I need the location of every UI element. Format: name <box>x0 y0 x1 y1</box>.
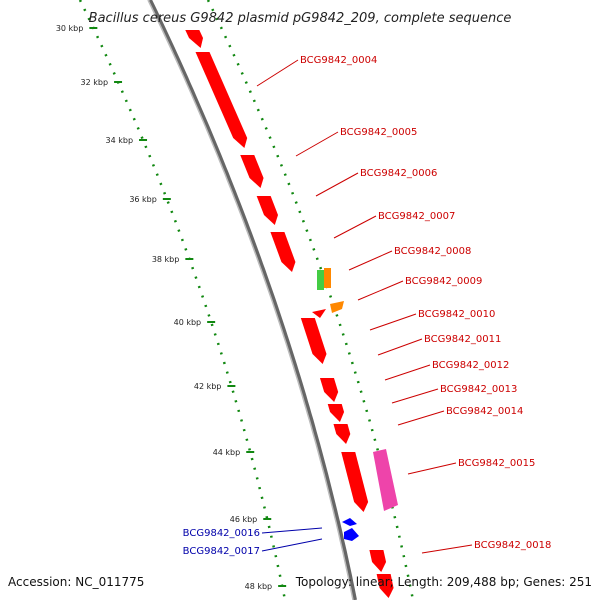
gene-label: BCG9842_0010 <box>418 309 495 320</box>
kbp-tick-label: 46 kbp <box>230 515 258 524</box>
gene-label: BCG9842_0015 <box>458 458 535 469</box>
gene-label-leader <box>256 59 299 87</box>
gene-label-leader <box>261 538 323 552</box>
green-feature <box>317 270 324 290</box>
inner-dotted-track <box>78 0 287 600</box>
accession-text: Accession: NC_011775 <box>8 575 144 589</box>
gene-label-leader <box>315 172 359 197</box>
gene-label: BCG9842_0004 <box>300 55 377 66</box>
gene-label: BCG9842_0014 <box>446 406 523 417</box>
forward-gene-arrow <box>341 452 369 512</box>
gene-label-leader <box>369 313 417 331</box>
forward-gene-arrow <box>240 155 264 188</box>
small-forward-gene <box>312 309 326 318</box>
gene-label: BCG9842_0017 <box>183 546 260 557</box>
reverse-gene-arrow <box>342 518 357 526</box>
gene-label: BCG9842_0009 <box>405 276 482 287</box>
forward-gene-arrow <box>185 30 204 48</box>
reverse-gene-arrow <box>344 528 359 541</box>
kbp-tick-label: 34 kbp <box>106 136 134 145</box>
pink-feature <box>373 449 398 511</box>
forward-gene-arrow <box>300 318 327 364</box>
gene-label-leader <box>333 215 377 239</box>
gene-label: BCG9842_0013 <box>440 384 517 395</box>
gene-label: BCG9842_0006 <box>360 168 437 179</box>
gene-label-leader <box>421 544 473 554</box>
kbp-tick-label: 42 kbp <box>194 382 222 391</box>
kbp-tick-label: 44 kbp <box>213 448 241 457</box>
kbp-tick-label: 38 kbp <box>152 255 180 264</box>
gene-label-leader <box>261 527 323 534</box>
gene-label-leader <box>348 250 393 271</box>
outer-dotted-track <box>206 0 415 600</box>
kbp-tick-label: 48 kbp <box>245 582 273 591</box>
gene-label-leader <box>357 280 404 301</box>
plasmid-backbone <box>147 0 357 600</box>
forward-gene-arrow <box>376 574 394 598</box>
kbp-tick-label: 30 kbp <box>56 24 84 33</box>
gene-label-leader <box>407 462 457 475</box>
forward-gene-arrow <box>256 196 279 225</box>
orange-feature <box>324 268 331 288</box>
gene-label: BCG9842_0008 <box>394 246 471 257</box>
kbp-ticks: 30 kbp 32 kbp 34 kbp 36 kbp 38 kbp 40 kbp 42 k… <box>56 24 287 591</box>
gene-label-leader <box>391 388 439 404</box>
kbp-tick-label: 32 kbp <box>81 78 109 87</box>
gene-labels: BCG9842_0004 BCG9842_0005 BCG9842_0006 BCG9… <box>183 55 552 557</box>
forward-gene-arrow <box>369 550 387 572</box>
gene-label: BCG9842_0018 <box>474 540 551 551</box>
gene-label: BCG9842_0005 <box>340 127 417 138</box>
gene-label: BCG9842_0012 <box>432 360 509 371</box>
forward-gene-arrow <box>327 404 345 422</box>
gene-label-leader <box>384 364 431 381</box>
summary-text: Topology: linear; Length: 209,488 bp; Ge… <box>295 575 592 589</box>
gene-label-leader <box>295 131 339 157</box>
gene-label: BCG9842_0016 <box>183 528 260 539</box>
gene-label-leader <box>377 338 423 356</box>
map-title: Bacillus cereus G9842 plasmid pG9842_209… <box>89 11 512 26</box>
dotted-tracks <box>78 0 415 600</box>
forward-gene-arrow <box>195 52 248 148</box>
kbp-tick-label: 40 kbp <box>174 318 202 327</box>
gene-label: BCG9842_0011 <box>424 334 501 345</box>
forward-gene-arrow <box>333 424 351 444</box>
gene-label: BCG9842_0007 <box>378 211 455 222</box>
kbp-tick-label: 36 kbp <box>129 195 157 204</box>
forward-gene-arrow <box>270 232 296 272</box>
backbone-highlight <box>147 0 354 600</box>
forward-gene-arrow <box>319 378 339 402</box>
gene-features <box>185 30 398 598</box>
orange-feature <box>330 301 344 313</box>
backbone-line <box>148 0 357 600</box>
gene-label-leader <box>397 410 445 426</box>
